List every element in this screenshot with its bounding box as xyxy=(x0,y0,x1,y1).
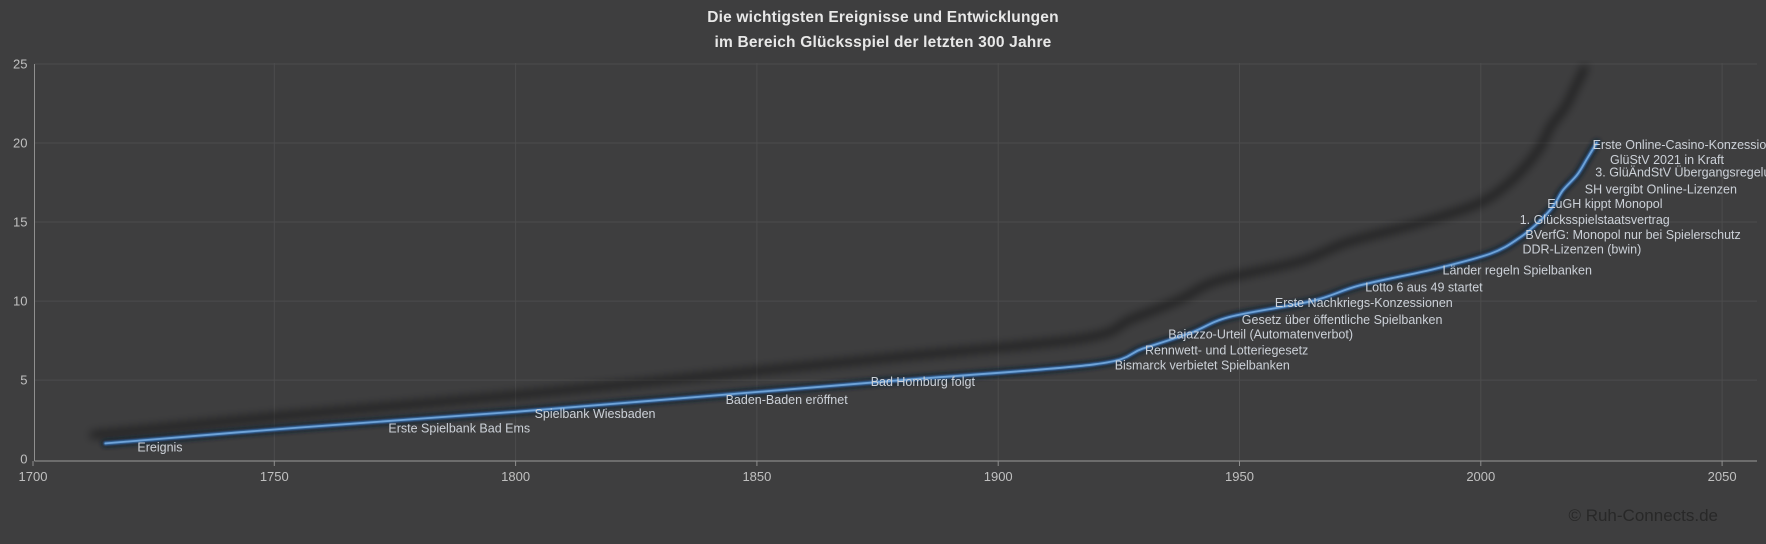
event-label: GlüStV 2021 in Kraft xyxy=(1610,153,1724,167)
event-label: Gesetz über öffentliche Spielbanken xyxy=(1242,313,1443,327)
y-tick-label: 10 xyxy=(13,294,27,309)
y-tick-label: 0 xyxy=(20,452,27,467)
event-label: Bismarck verbietet Spielbanken xyxy=(1115,358,1290,372)
x-tick-label: 1700 xyxy=(19,469,48,484)
chart-title-line2: im Bereich Glücksspiel der letzten 300 J… xyxy=(714,34,1052,51)
event-label: SH vergibt Online-Lizenzen xyxy=(1585,182,1737,196)
x-tick-label: 2050 xyxy=(1708,469,1737,484)
y-tick-label: 15 xyxy=(13,215,27,230)
event-label: Ereignis xyxy=(137,440,182,454)
event-label: 1. Glücksspielstaatsvertrag xyxy=(1520,213,1670,227)
event-label: Erste Online-Casino-Konzessionen xyxy=(1593,138,1766,152)
event-label: Bad Homburg folgt xyxy=(871,375,976,389)
x-tick-label: 1900 xyxy=(984,469,1013,484)
event-label: Rennwett- und Lotteriegesetz xyxy=(1145,344,1308,358)
x-tick-label: 2000 xyxy=(1466,469,1495,484)
event-label: Spielbank Wiesbaden xyxy=(535,407,656,421)
y-tick-label: 25 xyxy=(13,56,27,71)
event-label: 3. GlüÄndStV Übergangsregelung xyxy=(1595,166,1766,180)
event-label: Baden-Baden eröffnet xyxy=(726,393,849,407)
event-label: DDR-Lizenzen (bwin) xyxy=(1523,243,1642,257)
event-label: BVerfG: Monopol nur bei Spielerschutz xyxy=(1525,228,1740,242)
event-label: Erste Spielbank Bad Ems xyxy=(388,422,530,436)
event-label: EuGH kippt Monopol xyxy=(1547,197,1662,211)
timeline-line xyxy=(104,142,1598,445)
y-tick-label: 5 xyxy=(20,373,27,388)
x-tick-label: 1950 xyxy=(1225,469,1254,484)
event-label: Lotto 6 aus 49 startet xyxy=(1365,280,1483,294)
chart-title-line1: Die wichtigsten Ereignisse und Entwicklu… xyxy=(707,9,1059,26)
x-tick-label: 1750 xyxy=(260,469,289,484)
y-tick-label: 20 xyxy=(13,136,27,151)
x-tick-label: 1800 xyxy=(501,469,530,484)
event-label: Erste Nachkriegs-Konzessionen xyxy=(1275,296,1453,310)
copyright-text: © Ruh-Connects.de xyxy=(1568,506,1718,525)
timeline-shadow xyxy=(89,64,1589,439)
chart-title: Die wichtigsten Ereignisse und Entwicklu… xyxy=(0,5,1766,55)
x-tick-label: 1850 xyxy=(742,469,771,484)
event-label: Länder regeln Spielbanken xyxy=(1443,264,1592,278)
event-label: Bajazzo-Urteil (Automatenverbot) xyxy=(1168,328,1353,342)
